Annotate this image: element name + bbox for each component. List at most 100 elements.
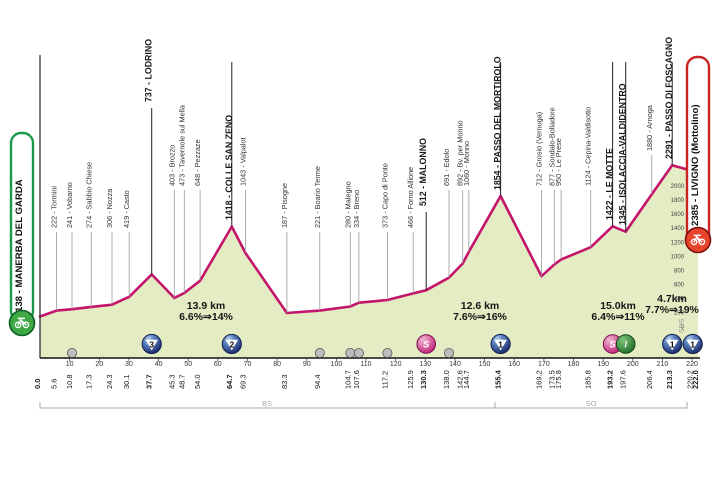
svg-text:7.7%⇒19%: 7.7%⇒19% [645,304,699,316]
svg-text:466 - Forno Allione: 466 - Forno Allione [406,167,415,228]
svg-text:69.3: 69.3 [238,374,247,389]
svg-text:400: 400 [674,297,685,303]
svg-text:70: 70 [244,361,252,368]
svg-text:0.0: 0.0 [33,379,42,389]
svg-text:130: 130 [419,361,431,368]
svg-text:222.0: 222.0 [691,370,700,389]
svg-text:117.2: 117.2 [380,371,389,389]
svg-text:83.3: 83.3 [280,374,289,389]
svg-text:1000: 1000 [671,255,685,261]
svg-text:1124 - Cepina-Valdisotto: 1124 - Cepina-Valdisotto [584,107,593,186]
svg-text:125.9: 125.9 [406,370,415,389]
svg-text:1400: 1400 [671,226,685,232]
svg-text:10.8: 10.8 [65,374,74,389]
svg-text:1422 - LE MOTTE: 1422 - LE MOTTE [605,148,615,220]
svg-text:800: 800 [674,269,685,275]
svg-text:138 - MANERBA DEL GARDA: 138 - MANERBA DEL GARDA [14,179,25,312]
svg-text:1: 1 [498,340,503,350]
svg-text:90: 90 [303,361,311,368]
svg-text:1854 - PASSO DEL MORTIROLO: 1854 - PASSO DEL MORTIROLO [493,56,503,190]
svg-text:107.6: 107.6 [352,370,361,389]
svg-text:40: 40 [155,361,163,368]
svg-text:197.6: 197.6 [619,370,628,389]
svg-text:600: 600 [674,283,685,289]
svg-text:193.2: 193.2 [606,370,615,389]
svg-text:17.3: 17.3 [84,374,93,389]
svg-text:50: 50 [184,361,192,368]
svg-text:48.7: 48.7 [177,374,186,389]
svg-text:419 - Casto: 419 - Casto [122,190,131,228]
svg-text:6.6%⇒14%: 6.6%⇒14% [179,311,233,323]
svg-text:1600: 1600 [671,212,685,218]
svg-text:130.3: 130.3 [419,370,428,389]
svg-text:54.0: 54.0 [193,374,202,389]
svg-text:210: 210 [657,361,669,368]
svg-text:155.4: 155.4 [494,369,503,389]
svg-text:241 - Vobarno: 241 - Vobarno [65,182,74,228]
svg-text:2385 - LIVIGNO (Mottolino): 2385 - LIVIGNO (Mottolino) [690,104,701,226]
svg-text:169.2: 169.2 [535,370,544,389]
svg-text:S: S [610,340,616,350]
svg-text:170: 170 [538,361,550,368]
svg-text:334 - Breno: 334 - Breno [352,190,361,228]
svg-text:1345 - ISOLACCIA-VALDIDENTRO: 1345 - ISOLACCIA-VALDIDENTRO [618,83,628,225]
svg-text:221 - Boario Terme: 221 - Boario Terme [313,166,322,228]
svg-text:175.8: 175.8 [554,370,563,389]
svg-text:180: 180 [568,361,580,368]
svg-text:37.7: 37.7 [145,374,154,389]
svg-text:220: 220 [686,361,698,368]
svg-text:1800: 1800 [671,198,685,204]
svg-text:45.3: 45.3 [167,374,176,389]
svg-text:691 - Edolo: 691 - Edolo [442,149,451,186]
svg-text:1060 - Monno: 1060 - Monno [462,141,471,186]
svg-text:190: 190 [597,361,609,368]
svg-text:30.1: 30.1 [122,374,131,389]
svg-text:140: 140 [449,361,461,368]
svg-text:BS: BS [262,399,272,408]
svg-text:185.8: 185.8 [584,370,593,389]
svg-text:94.4: 94.4 [313,374,322,389]
svg-text:30: 30 [125,361,133,368]
svg-text:2291 - PASSO DI FOSCAGNO: 2291 - PASSO DI FOSCAGNO [664,37,674,159]
svg-text:187 - Pisogne: 187 - Pisogne [280,183,289,228]
svg-text:403 - Brozzo: 403 - Brozzo [167,145,176,186]
svg-text:200: 200 [627,361,639,368]
svg-text:200: 200 [674,311,685,317]
svg-text:2000: 2000 [671,184,685,190]
svg-text:648 - Pezzaze: 648 - Pezzaze [193,139,202,186]
svg-text:737 - LODRINO: 737 - LODRINO [144,39,154,102]
svg-text:373 - Capo di Ponte: 373 - Capo di Ponte [380,163,389,228]
svg-text:1200: 1200 [671,241,685,247]
svg-text:110: 110 [360,361,371,368]
svg-text:950 - Le Prese: 950 - Le Prese [554,138,563,186]
svg-text:6.4%⇒11%: 6.4%⇒11% [591,311,645,323]
svg-text:20: 20 [95,361,103,368]
svg-text:1: 1 [670,340,675,350]
svg-text:60: 60 [214,361,222,368]
svg-text:1418 - COLLE SAN ZENO: 1418 - COLLE SAN ZENO [224,115,234,220]
svg-text:SDS: SDS [679,318,686,333]
svg-text:80: 80 [273,361,281,368]
svg-text:5.6: 5.6 [50,379,59,389]
svg-text:213.3: 213.3 [665,370,674,389]
svg-text:3: 3 [149,340,154,350]
svg-text:222 - Tormini: 222 - Tormini [50,186,59,228]
svg-text:160: 160 [508,361,520,368]
svg-text:1880 - Arnoga: 1880 - Arnoga [645,104,654,151]
svg-text:64.7: 64.7 [225,374,234,389]
svg-text:100: 100 [331,361,343,368]
svg-text:306 - Nozza: 306 - Nozza [105,188,114,228]
svg-text:10: 10 [66,361,74,368]
svg-text:274 - Sabbio Chiese: 274 - Sabbio Chiese [84,162,93,228]
svg-text:120: 120 [390,361,402,368]
svg-text:1043 - Valpalot: 1043 - Valpalot [238,137,247,186]
svg-text:SO: SO [586,399,597,408]
svg-text:473 - Tavernole sul Mella: 473 - Tavernole sul Mella [177,104,186,186]
svg-text:138.0: 138.0 [442,370,451,389]
svg-text:S: S [423,340,429,350]
svg-text:2: 2 [229,340,234,350]
svg-text:206.4: 206.4 [645,370,654,389]
svg-text:144.7: 144.7 [462,370,471,389]
svg-text:150: 150 [479,361,491,368]
svg-text:7.6%⇒16%: 7.6%⇒16% [453,311,507,323]
